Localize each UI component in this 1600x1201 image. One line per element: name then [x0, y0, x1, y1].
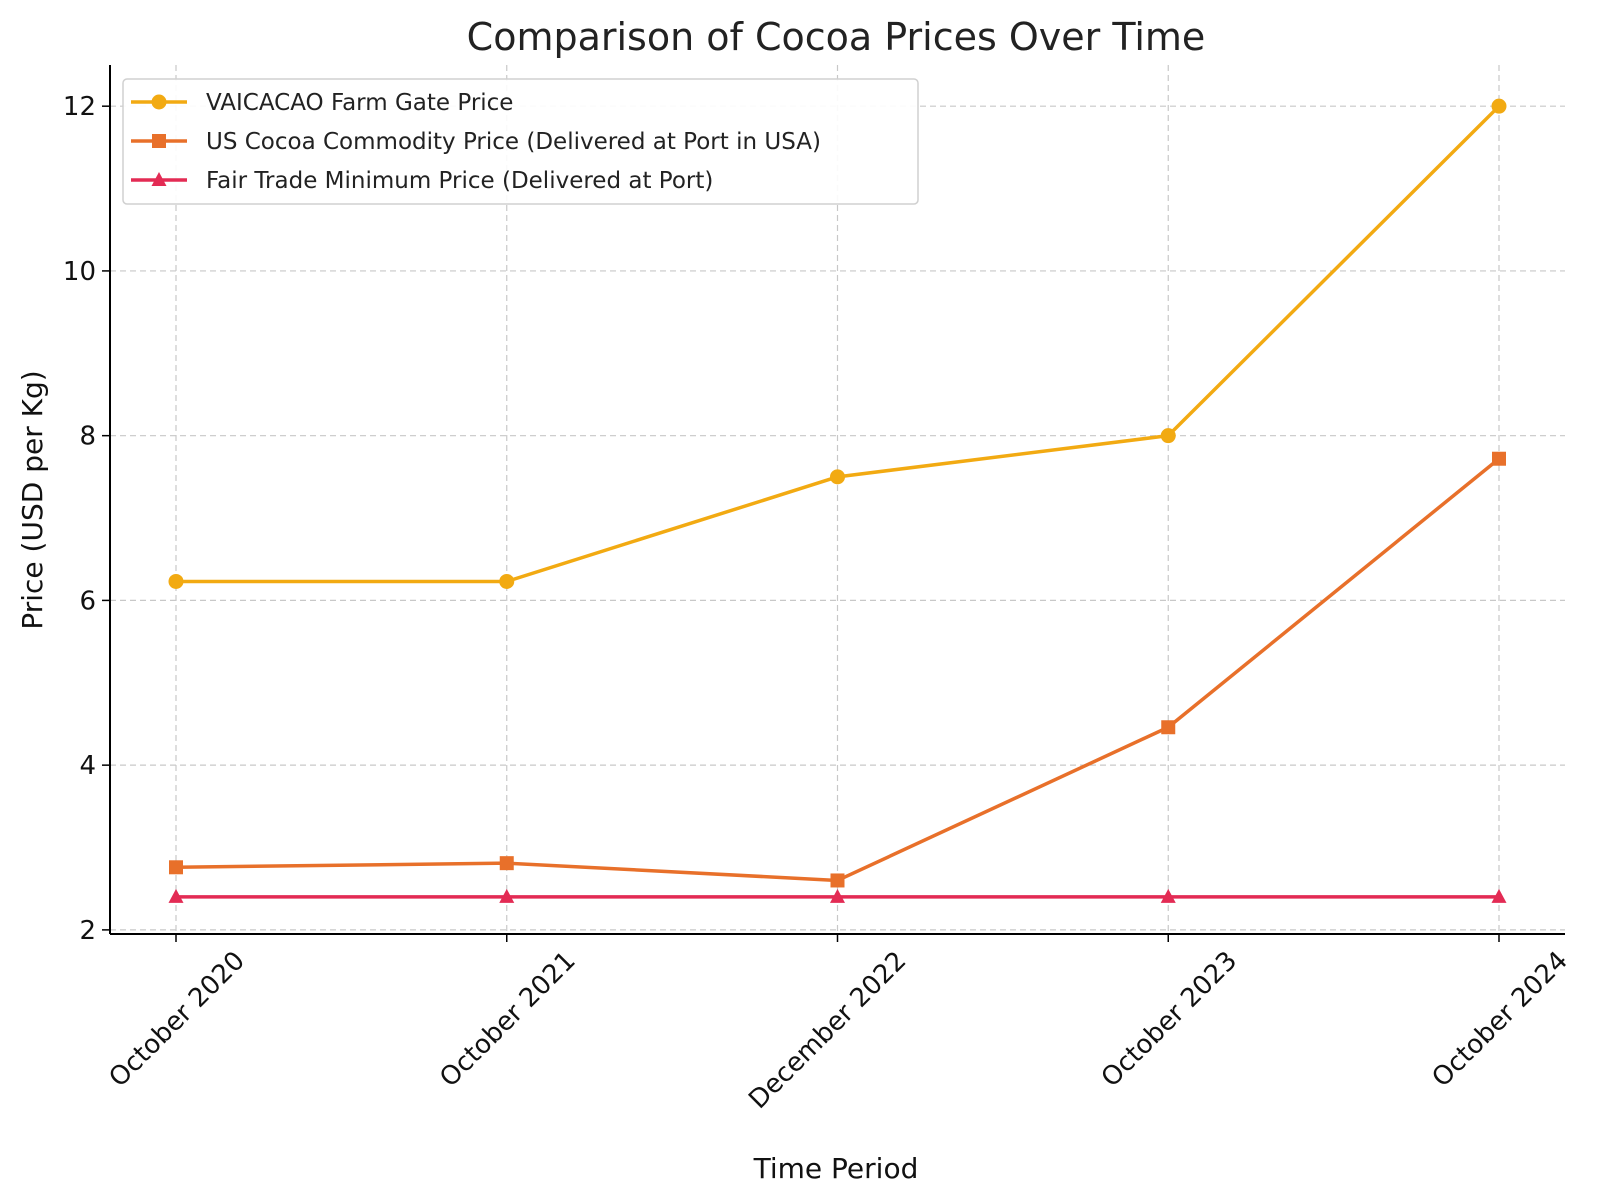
- y-tick-label: 2: [79, 916, 96, 946]
- x-tick-label: October 2021: [434, 946, 581, 1093]
- legend-item: US Cocoa Commodity Price (Delivered at P…: [131, 129, 821, 155]
- y-tick-label: 12: [63, 92, 96, 122]
- data-point: [1491, 98, 1507, 114]
- data-point: [830, 469, 845, 485]
- data-point: [168, 888, 184, 903]
- x-tick-label: October 2024: [1427, 946, 1574, 1093]
- grid: [110, 65, 1565, 934]
- x-tick-label: December 2022: [743, 946, 912, 1115]
- data-point: [830, 873, 845, 888]
- y-ticks: 2 4 6 8 10 12: [63, 92, 110, 946]
- data-point: [168, 573, 184, 589]
- series: [168, 98, 1507, 589]
- series: [169, 451, 1506, 888]
- legend-item: Fair Trade Minimum Price (Delivered at P…: [131, 168, 713, 194]
- data-point: [169, 860, 183, 875]
- data-point: [1160, 888, 1176, 903]
- data-point: [152, 134, 166, 148]
- y-tick-label: 4: [79, 751, 96, 781]
- data-point: [499, 856, 514, 871]
- legend-label: US Cocoa Commodity Price (Delivered at P…: [206, 129, 821, 155]
- chart-title: Comparison of Cocoa Prices Over Time: [467, 15, 1206, 59]
- data-point: [1160, 428, 1176, 444]
- data-point: [830, 888, 845, 903]
- y-axis-label: Price (USD per Kg): [16, 370, 49, 629]
- series: [168, 888, 1507, 903]
- legend-label: Fair Trade Minimum Price (Delivered at P…: [206, 168, 713, 194]
- legend: VAICACAO Farm Gate Price US Cocoa Commodi…: [122, 78, 919, 205]
- data-point: [499, 888, 515, 903]
- x-ticks: October 2020 October 2021 December 2022 Oct…: [104, 934, 1574, 1115]
- data-point: [499, 573, 515, 589]
- data-point: [151, 172, 167, 186]
- x-axis-label: Time Period: [753, 1152, 919, 1185]
- data-point: [1492, 451, 1506, 466]
- y-tick-label: 6: [79, 586, 96, 616]
- x-tick-label: October 2020: [104, 946, 251, 1093]
- series-group: [168, 98, 1507, 903]
- data-point: [1491, 888, 1507, 903]
- legend-box: [122, 78, 919, 205]
- y-tick-label: 10: [63, 257, 96, 287]
- data-point: [1161, 720, 1176, 735]
- legend-item: VAICACAO Farm Gate Price: [131, 90, 513, 116]
- legend-label: VAICACAO Farm Gate Price: [206, 90, 513, 116]
- x-tick-label: October 2023: [1096, 946, 1243, 1093]
- y-tick-label: 8: [79, 422, 96, 452]
- data-point: [151, 94, 167, 110]
